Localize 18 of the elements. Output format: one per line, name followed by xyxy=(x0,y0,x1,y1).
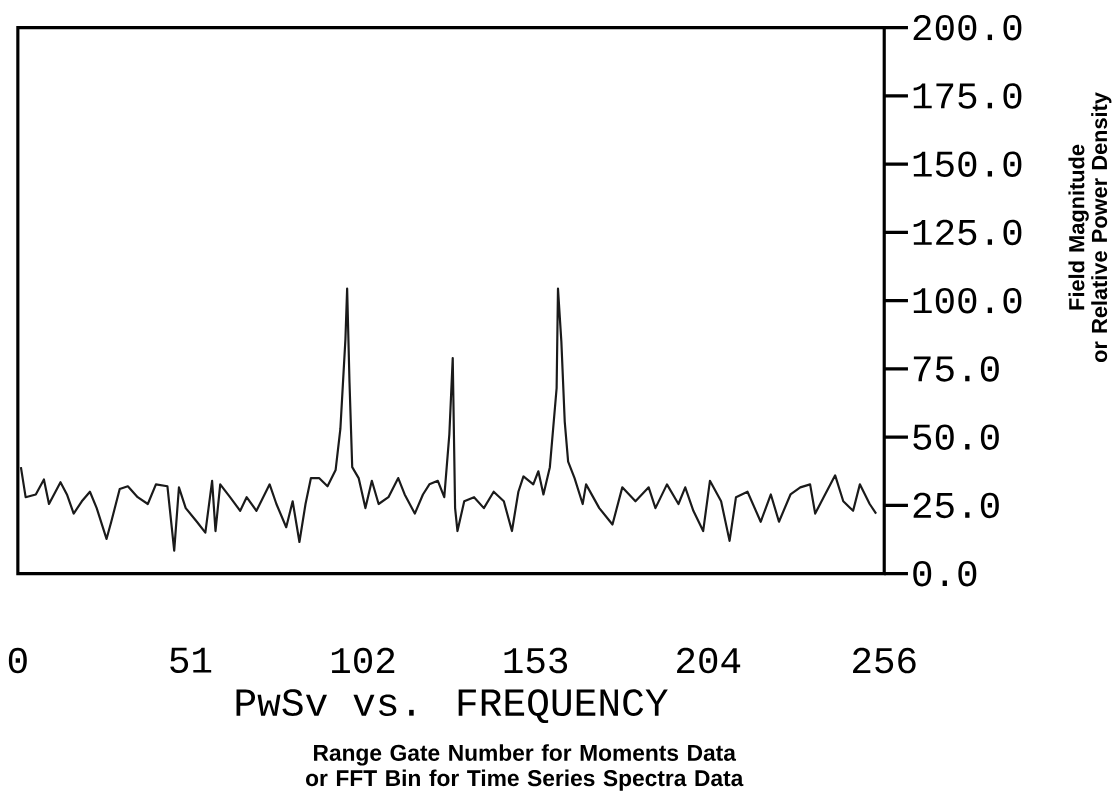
x-axis-title: Range Gate Number for Moments Data or FFT Bin for Time Series Spectra Data xyxy=(306,744,744,791)
x-tick-label: 102 xyxy=(331,647,395,674)
x-tick-label: 256 xyxy=(853,647,916,674)
y-tick-label: 75.0 xyxy=(913,356,999,382)
y-tick-label: 50.0 xyxy=(913,424,999,450)
x-tick-label: 204 xyxy=(677,647,741,674)
y-tick-label: 175.0 xyxy=(913,83,1022,109)
y-tick-label: 0.0 xyxy=(913,560,977,587)
y-axis-title: Field Magnitude or Relative Power Density xyxy=(1068,92,1112,362)
y-tick-label: 25.0 xyxy=(913,492,999,518)
x-tick-label: 51 xyxy=(170,647,212,673)
text: PwSv vs. FREQUENCY xyxy=(236,689,668,723)
y-tick-label: 100.0 xyxy=(913,287,1022,314)
y-tick-label: 125.0 xyxy=(913,219,1022,246)
y-tick-label: 150.0 xyxy=(913,151,1022,177)
x-tick-label: 0 xyxy=(8,647,27,674)
x-tick-label: 153 xyxy=(504,647,568,674)
y-tick-label: 200.0 xyxy=(913,14,1022,41)
